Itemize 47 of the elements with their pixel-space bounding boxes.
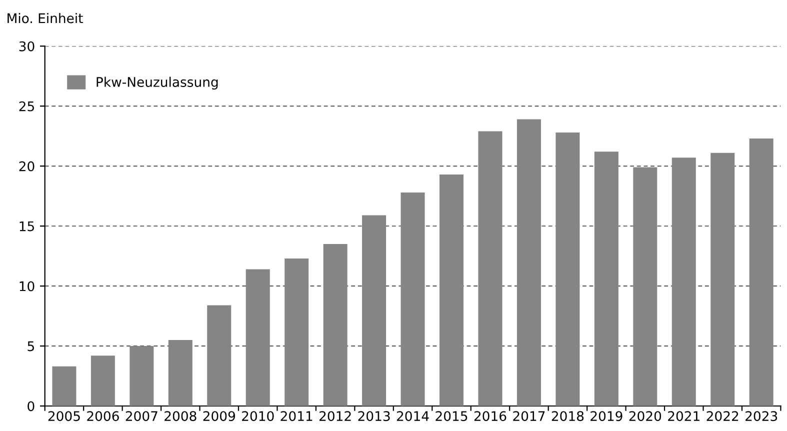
y-tick-label: 20 (19, 161, 34, 172)
bar (284, 258, 309, 406)
x-tick-label: 2007 (126, 411, 158, 422)
x-tick-label: 2009 (203, 411, 235, 422)
x-tick-label: 2010 (242, 411, 274, 422)
x-tick-label: 2018 (552, 411, 584, 422)
bar (362, 215, 386, 406)
bar (246, 269, 270, 406)
x-tick-label: 2020 (629, 411, 662, 422)
bar (710, 152, 735, 406)
y-axis-title: Mio. Einheit (8, 13, 83, 24)
y-tick-label: 0 (28, 401, 34, 412)
bar (207, 305, 232, 406)
bar (633, 167, 658, 406)
x-tick-label: 2022 (706, 411, 738, 422)
bar (478, 131, 502, 406)
y-tick-label: 10 (20, 281, 34, 292)
bar (556, 132, 580, 406)
x-tick-label: 2008 (164, 411, 196, 422)
bar (440, 174, 464, 406)
x-tick-label: 2016 (474, 411, 506, 422)
bar (749, 138, 774, 406)
legend-label: Pkw-Neuzulassung (96, 76, 218, 90)
bar (52, 366, 76, 406)
x-tick-label: 2005 (48, 411, 80, 422)
bar (672, 158, 696, 406)
y-tick-label: 30 (19, 41, 34, 52)
bar (90, 356, 115, 406)
x-tick-label: 2019 (590, 411, 622, 422)
x-tick-label: 2013 (358, 411, 390, 422)
x-tick-label: 2021 (668, 411, 700, 422)
bar (130, 346, 154, 406)
bar (400, 192, 425, 406)
x-tick-label: 2017 (513, 411, 545, 422)
bar (168, 340, 192, 406)
x-tick-label: 2023 (746, 411, 778, 422)
y-tick-label: 5 (28, 341, 34, 352)
y-tick-label: 15 (20, 221, 34, 232)
bar (516, 119, 541, 406)
x-tick-label: 2011 (280, 411, 312, 422)
x-tick-label: 2015 (436, 411, 468, 422)
bar (323, 244, 348, 406)
bar (594, 152, 618, 406)
y-tick-label: 25 (19, 101, 34, 112)
x-tick-label: 2012 (320, 411, 351, 422)
x-tick-label: 2006 (87, 411, 119, 422)
x-tick-label: 2014 (396, 411, 429, 422)
